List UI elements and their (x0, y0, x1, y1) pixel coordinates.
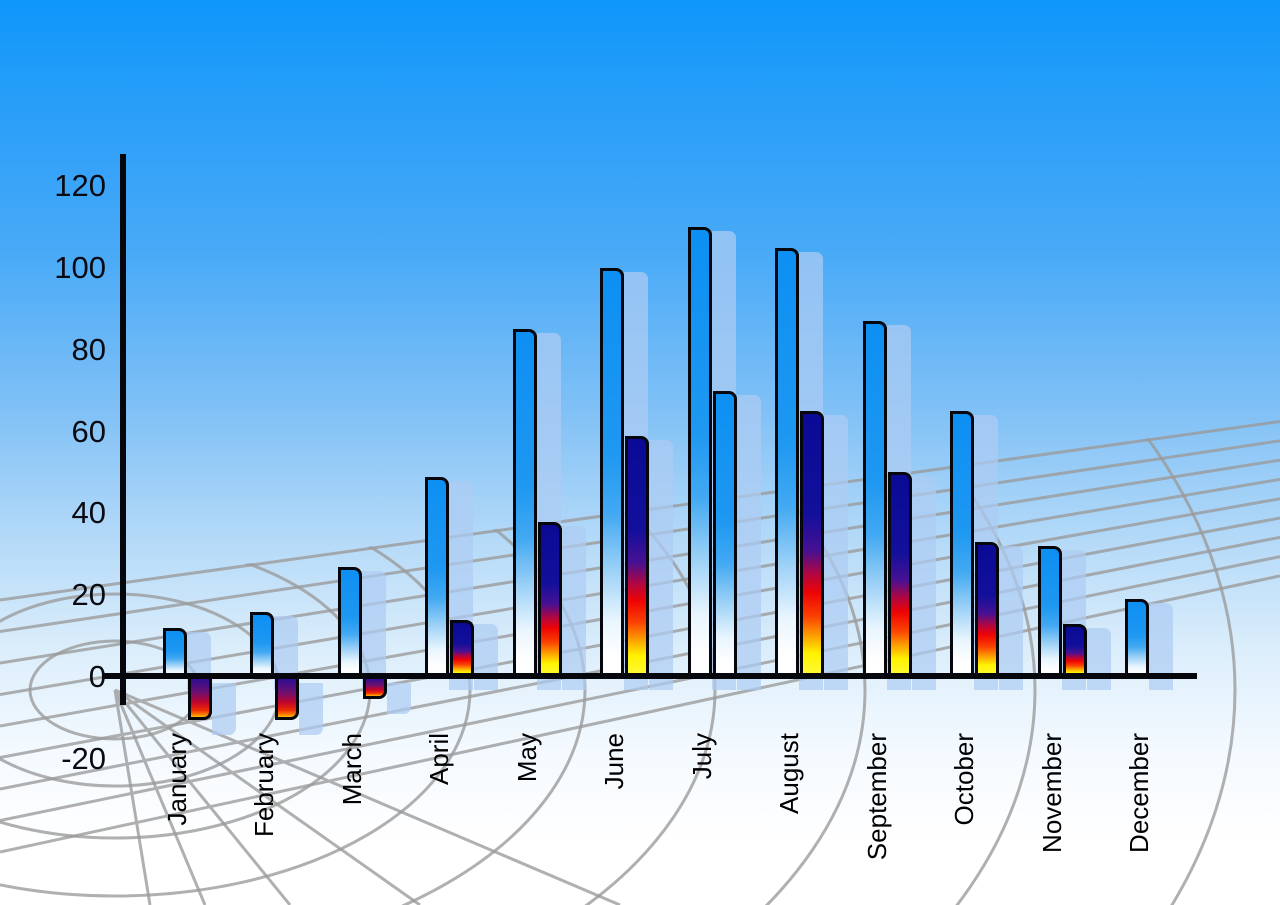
y-tick-label--20: -20 (61, 741, 106, 776)
bar-november-series1 (1038, 546, 1062, 677)
bar-shadow-august-series2 (824, 415, 848, 690)
bar-june-series1 (600, 268, 624, 677)
bar-shadow-july-series2 (737, 395, 761, 690)
month-label-march: March (337, 733, 367, 806)
grid-fan-line (113, 689, 152, 905)
grid-arc (0, 420, 1237, 905)
bar-april-series1 (425, 477, 449, 677)
grid-arc (0, 420, 717, 905)
y-tick-label-80: 80 (71, 332, 106, 367)
bar-october-series2 (975, 542, 999, 677)
y-tick-label-120: 120 (54, 168, 106, 203)
grid-arc (0, 420, 1037, 905)
month-label-may: May (512, 733, 542, 783)
month-label-december: December (1124, 733, 1154, 853)
month-label-july: July (687, 733, 717, 780)
grid-fan-line (113, 689, 207, 905)
month-label-february: February (249, 733, 279, 838)
bar-october-series1 (950, 411, 974, 677)
bar-may-series1 (513, 329, 537, 677)
y-tick-label-100: 100 (54, 250, 106, 285)
bar-shadow-march-series1 (362, 571, 386, 690)
bar-july-series1 (688, 227, 712, 677)
month-label-august: August (774, 733, 804, 814)
bar-january-series2 (188, 679, 212, 720)
bar-april-series2 (450, 620, 474, 677)
bar-february-series2 (275, 679, 299, 720)
grid-arc (0, 420, 867, 905)
bar-shadow-march-series2 (387, 683, 411, 714)
bar-july-series2 (713, 391, 737, 677)
y-axis-line (120, 154, 126, 705)
grid-fan-line (114, 688, 621, 905)
bar-november-series2 (1063, 624, 1087, 677)
month-label-november: November (1037, 733, 1067, 853)
y-tick-label-40: 40 (71, 495, 106, 530)
bar-shadow-may-series2 (562, 526, 586, 690)
grid-arc (0, 420, 587, 905)
month-label-june: June (599, 733, 629, 790)
grid-fan-line (113, 689, 292, 905)
month-label-january: January (162, 733, 192, 826)
bar-june-series2 (625, 436, 649, 677)
month-label-september: September (862, 733, 892, 861)
bar-shadow-january-series2 (212, 683, 236, 735)
y-tick-label-0: 0 (88, 659, 106, 694)
month-label-april: April (424, 733, 454, 786)
month-label-october: October (949, 733, 979, 826)
bar-shadow-february-series2 (299, 683, 323, 735)
bar-shadow-september-series2 (912, 476, 936, 690)
bar-shadow-june-series2 (649, 440, 673, 690)
bar-february-series1 (250, 612, 274, 677)
bar-january-series1 (163, 628, 187, 677)
bar-august-series1 (775, 248, 799, 677)
grid-fan-line (114, 688, 421, 905)
bar-shadow-april-series2 (474, 624, 498, 690)
bar-december-series1 (1125, 599, 1149, 677)
bar-shadow-october-series2 (999, 546, 1023, 690)
bar-may-series2 (538, 522, 562, 677)
bar-shadow-november-series2 (1087, 628, 1111, 690)
bar-september-series1 (863, 321, 887, 677)
bar-august-series2 (800, 411, 824, 677)
bar-march-series1 (338, 567, 362, 677)
y-tick-label-20: 20 (71, 577, 106, 612)
bar-march-series2 (363, 679, 387, 699)
y-tick-label-60: 60 (71, 414, 106, 449)
bar-september-series2 (888, 472, 912, 677)
zero-line (103, 673, 1197, 679)
